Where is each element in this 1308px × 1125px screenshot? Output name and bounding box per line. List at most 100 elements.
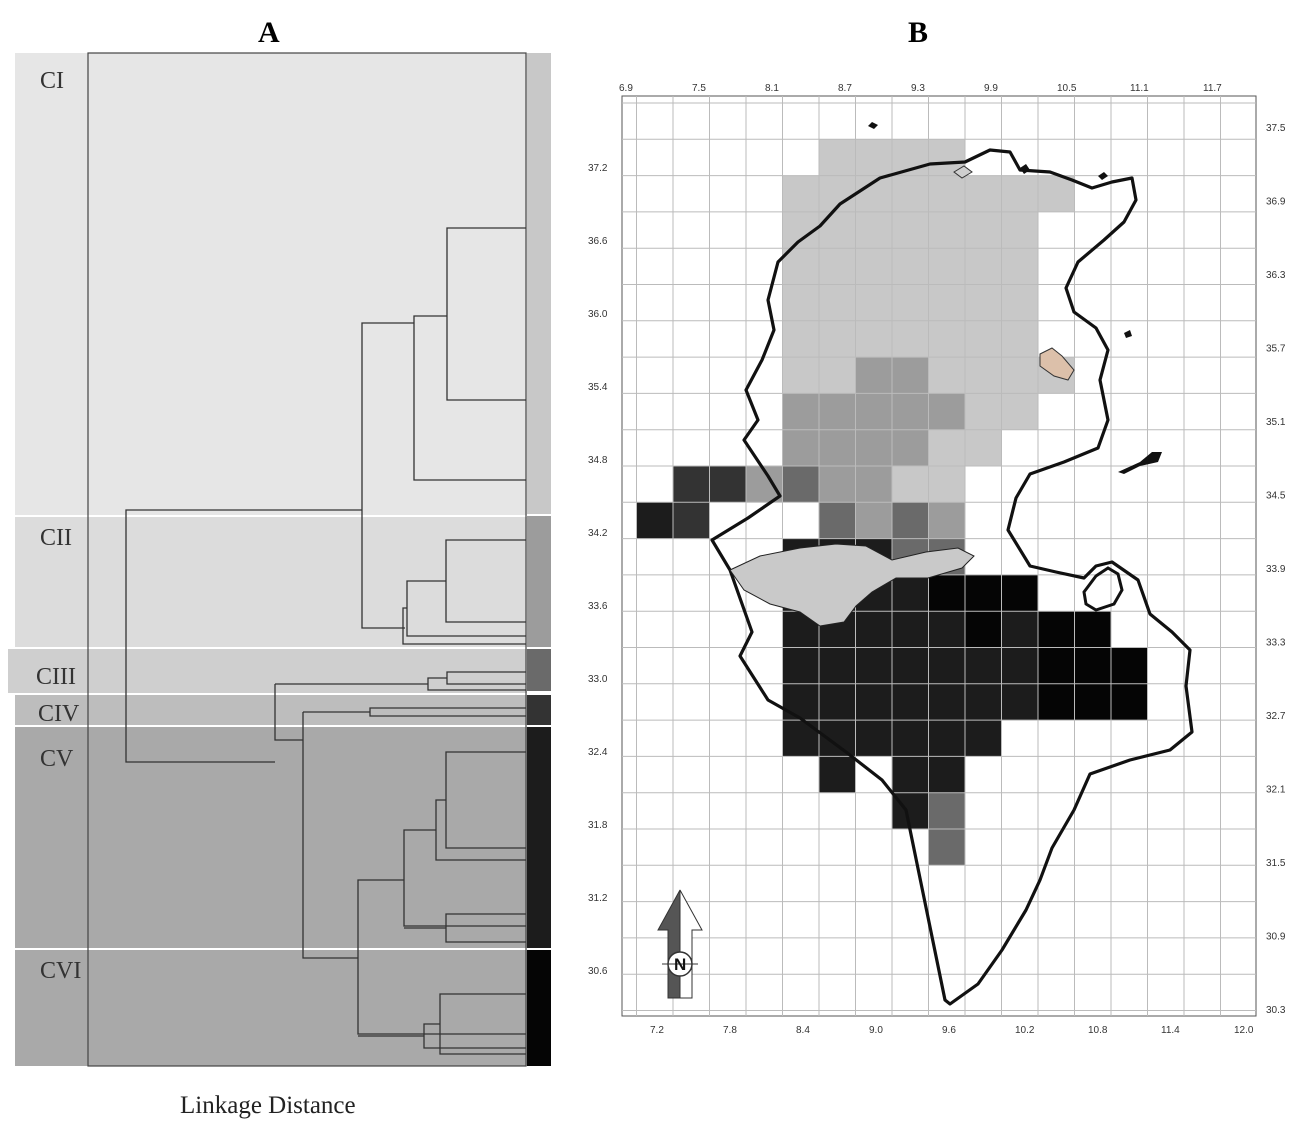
grid-cell-ci [965,357,1002,394]
grid-cell-ci [892,175,929,212]
cluster-color-bars [527,53,551,1066]
panel-b-map: B 6.9 7.5 8.1 8.7 9.3 9.9 10.5 11.1 11.7 7.2 7.8 8.… [588,16,1286,1036]
grid-cell-cv [856,683,893,721]
lon-tick-top: 11.7 [1203,83,1222,94]
dendrogram-branch [274,684,303,741]
lon-tick-top: 9.9 [984,83,998,94]
grid-cell-cvi [1111,683,1148,721]
cluster-bar-cii [527,516,551,647]
dendrogram-branch [413,315,526,481]
lon-tick-top: 8.1 [765,83,779,94]
djerba-island [1082,566,1124,612]
lon-tick-top: 9.3 [911,83,925,94]
grid-cell-ciii [783,466,820,503]
lat-tick-left: 30.6 [588,966,608,977]
cluster-bands [8,53,527,1066]
grid-cell-cvi [1111,647,1148,684]
grid-cell-ci [929,320,966,358]
lat-tick-right: 32.7 [1266,711,1286,722]
grid-cell-ci [819,139,856,176]
grid-cell-cii [856,466,893,503]
grid-cell-cvi [1038,683,1075,721]
lat-tick-left: 33.6 [588,601,608,612]
grid-cell-cv [819,647,856,684]
grid-cell-cv [1002,647,1039,684]
lat-tick-right: 34.5 [1266,491,1286,502]
grid-cell-ci [783,175,820,212]
cluster-bar-cv [527,727,551,948]
grid-cell-cvi [1075,647,1112,684]
lat-tick-right: 36.3 [1266,270,1286,281]
grid-cell-ci [929,175,966,212]
grid-cell-cv [819,683,856,721]
grid-cell-cv [892,611,929,648]
grid-cell-cv [1002,611,1039,648]
lat-tick-right: 37.5 [1266,123,1286,134]
grid-cell-ci [965,248,1002,285]
lon-tick-top: 6.9 [619,83,633,94]
grid-cell-ci [965,284,1002,321]
chott-el-jerid [729,543,975,627]
grid-cell-ci [929,429,966,466]
grid-cell-ci [929,357,966,394]
lon-tick-bottom: 10.8 [1088,1025,1108,1036]
dendrogram-tree [125,227,526,1055]
panel-a-dendrogram: A CI CII CIII CIV CV CVI Linkage Distance [8,16,551,1119]
grid-cell-ci [965,320,1002,358]
grid-cell-cv [892,574,929,612]
grid-cell-ci [929,284,966,321]
grid-cell-cv [965,647,1002,684]
grid-cell-cv [929,647,966,684]
grid-cell-ci [929,248,966,285]
grid-cell-cii [856,502,893,539]
lon-tick-bottom: 10.2 [1015,1025,1035,1036]
grid-cell-cii [929,393,966,430]
grid-cell-cii [783,429,820,466]
grid-cell-cv [856,611,893,648]
grid-cell-cv [892,683,929,721]
grid-cell-ci [856,211,893,249]
lat-tick-left: 34.2 [588,528,608,539]
north-arrow: N [657,889,703,999]
grid-cell-ci [965,211,1002,249]
grid-cell-ci [1002,211,1039,249]
grid-cell-ci [1002,248,1039,285]
grid-cell-cii [892,357,929,394]
cluster-band-ciii [8,649,527,693]
lon-tick-top: 10.5 [1057,83,1077,94]
dendrogram-frame [87,52,527,1067]
lon-tick-bottom: 8.4 [796,1025,810,1036]
grid-cell-cii [783,393,820,430]
grid-cell-ci [819,248,856,285]
lat-tick-left: 36.0 [588,309,608,320]
grid-cell-cii [856,357,893,394]
map-cluster-cells [637,139,1148,866]
cluster-labels: CI CII CIII CIV CV CVI [36,68,81,984]
grid-cell-ci [1002,320,1039,358]
grid-cell-cv [929,683,966,721]
grid-cell-ci [1002,357,1039,394]
dendrogram-xlabel: Linkage Distance [180,1092,356,1119]
lon-tick-bottom: 9.6 [942,1025,956,1036]
grid-cell-ci [1002,284,1039,321]
grid-cell-ci [892,211,929,249]
grid-cell-ci [892,284,929,321]
grid-cell-ci [856,320,893,358]
grid-cell-cv [783,683,820,721]
cluster-bar-ci [527,53,551,514]
lat-tick-left: 35.4 [588,382,608,393]
grid-cell-ci [965,393,1002,430]
dendrogram-branch [125,509,362,763]
cluster-band-civ [15,695,527,725]
island-kuriat [1124,330,1132,338]
grid-cell-cvi [1038,611,1075,648]
grid-cell-ci [783,320,820,358]
grid-cell-ciii [929,829,966,866]
grid-cell-ciii [819,502,856,539]
lat-tick-right: 30.9 [1266,932,1286,943]
grid-cell-cv [856,720,893,757]
grid-cell-cii [856,429,893,466]
grid-cell-cvi [1002,574,1039,612]
lon-tick-top: 8.7 [838,83,852,94]
